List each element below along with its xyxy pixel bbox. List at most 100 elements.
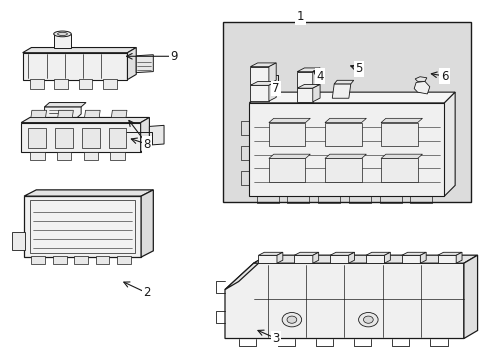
Polygon shape bbox=[268, 118, 310, 123]
Polygon shape bbox=[31, 110, 46, 117]
Bar bbox=[53, 256, 66, 264]
Polygon shape bbox=[253, 255, 477, 263]
Polygon shape bbox=[111, 110, 127, 117]
Polygon shape bbox=[312, 68, 320, 87]
Text: 7: 7 bbox=[272, 82, 279, 95]
Polygon shape bbox=[365, 252, 389, 255]
Polygon shape bbox=[331, 84, 350, 98]
Polygon shape bbox=[414, 77, 426, 81]
Text: 1: 1 bbox=[296, 10, 304, 23]
Polygon shape bbox=[312, 85, 320, 102]
Bar bbox=[54, 79, 68, 89]
Polygon shape bbox=[401, 255, 420, 263]
Bar bbox=[30, 152, 44, 160]
Bar bbox=[28, 128, 46, 148]
Bar bbox=[380, 158, 417, 182]
Bar bbox=[21, 123, 141, 152]
Text: 9: 9 bbox=[170, 50, 177, 63]
Polygon shape bbox=[297, 72, 312, 87]
Bar bbox=[31, 256, 45, 264]
Text: 8: 8 bbox=[143, 138, 150, 150]
Bar bbox=[83, 152, 98, 160]
Text: 3: 3 bbox=[272, 332, 279, 345]
Text: 4: 4 bbox=[316, 69, 323, 82]
Bar bbox=[54, 34, 71, 48]
Text: 2: 2 bbox=[143, 287, 150, 300]
Polygon shape bbox=[455, 252, 461, 263]
Polygon shape bbox=[329, 255, 348, 263]
Bar bbox=[268, 123, 305, 146]
Circle shape bbox=[363, 316, 372, 323]
Bar bbox=[380, 123, 417, 146]
Polygon shape bbox=[297, 85, 320, 88]
Bar bbox=[109, 128, 126, 148]
Bar bbox=[79, 79, 92, 89]
Polygon shape bbox=[44, 103, 86, 107]
Bar bbox=[110, 152, 125, 160]
Polygon shape bbox=[401, 252, 426, 255]
Polygon shape bbox=[258, 252, 282, 255]
Bar bbox=[12, 232, 25, 250]
Polygon shape bbox=[141, 117, 149, 152]
Bar bbox=[117, 256, 131, 264]
Polygon shape bbox=[141, 190, 153, 257]
Circle shape bbox=[282, 312, 301, 327]
Polygon shape bbox=[413, 81, 429, 94]
Polygon shape bbox=[258, 255, 276, 263]
Polygon shape bbox=[297, 88, 312, 102]
Bar bbox=[96, 256, 109, 264]
Polygon shape bbox=[22, 48, 136, 53]
Bar bbox=[82, 128, 100, 148]
Polygon shape bbox=[380, 118, 422, 123]
Bar bbox=[74, 256, 88, 264]
Polygon shape bbox=[348, 252, 354, 263]
Bar bbox=[325, 123, 361, 146]
Ellipse shape bbox=[54, 31, 71, 37]
Polygon shape bbox=[325, 154, 366, 158]
Bar bbox=[24, 196, 141, 257]
Polygon shape bbox=[444, 92, 454, 196]
Polygon shape bbox=[437, 252, 461, 255]
Polygon shape bbox=[437, 255, 455, 263]
Polygon shape bbox=[312, 252, 318, 263]
Bar bbox=[55, 128, 73, 148]
Polygon shape bbox=[294, 255, 312, 263]
Polygon shape bbox=[250, 67, 268, 84]
Circle shape bbox=[358, 312, 377, 327]
Polygon shape bbox=[136, 55, 153, 73]
Polygon shape bbox=[84, 110, 100, 117]
Polygon shape bbox=[420, 252, 426, 263]
Polygon shape bbox=[463, 255, 477, 338]
Polygon shape bbox=[224, 263, 463, 338]
Polygon shape bbox=[250, 82, 276, 85]
Ellipse shape bbox=[58, 32, 67, 36]
Polygon shape bbox=[250, 63, 276, 67]
Polygon shape bbox=[333, 80, 353, 84]
Polygon shape bbox=[384, 252, 389, 263]
Bar bbox=[30, 201, 135, 253]
Circle shape bbox=[286, 316, 296, 323]
Polygon shape bbox=[44, 107, 81, 118]
Polygon shape bbox=[268, 154, 310, 158]
Bar bbox=[268, 158, 305, 182]
Text: 5: 5 bbox=[355, 62, 362, 75]
Polygon shape bbox=[250, 85, 268, 101]
Polygon shape bbox=[268, 63, 276, 84]
Polygon shape bbox=[249, 92, 454, 103]
Polygon shape bbox=[365, 255, 384, 263]
Polygon shape bbox=[149, 125, 163, 145]
Bar bbox=[325, 158, 361, 182]
Bar bbox=[222, 22, 470, 202]
Polygon shape bbox=[224, 255, 267, 289]
Polygon shape bbox=[329, 252, 354, 255]
Polygon shape bbox=[297, 68, 320, 72]
Polygon shape bbox=[58, 110, 73, 117]
Text: 6: 6 bbox=[440, 69, 447, 82]
Bar bbox=[57, 152, 71, 160]
Bar bbox=[103, 79, 117, 89]
Polygon shape bbox=[325, 118, 366, 123]
Polygon shape bbox=[127, 48, 136, 80]
Bar bbox=[22, 53, 127, 80]
Bar bbox=[30, 79, 43, 89]
Polygon shape bbox=[268, 82, 276, 101]
